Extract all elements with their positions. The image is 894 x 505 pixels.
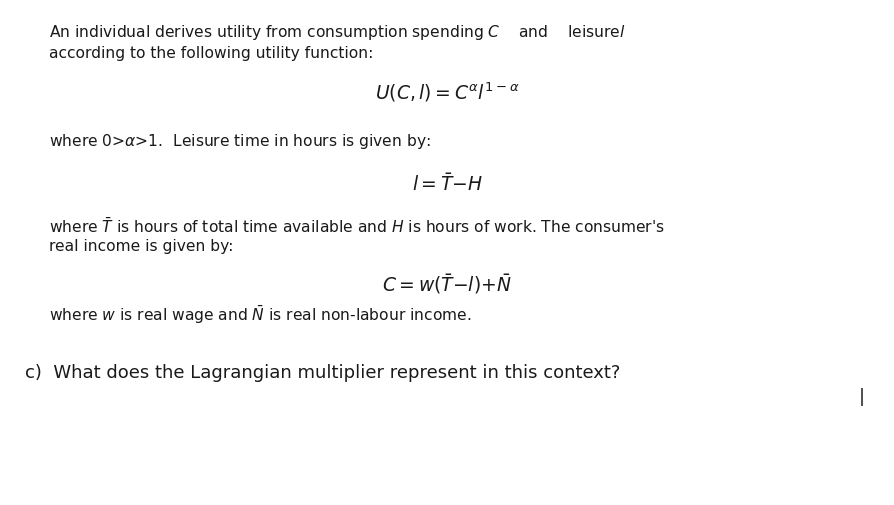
Text: $C{=}w(\bar{T}{-}l){+}\bar{N}$: $C{=}w(\bar{T}{-}l){+}\bar{N}$ [382, 272, 512, 295]
Text: c)  What does the Lagrangian multiplier represent in this context?: c) What does the Lagrangian multiplier r… [25, 364, 620, 382]
Text: where $\bar{T}$ is hours of total time available and $H$ is hours of work. The c: where $\bar{T}$ is hours of total time a… [49, 216, 665, 235]
Text: according to the following utility function:: according to the following utility funct… [49, 45, 374, 61]
Text: |: | [859, 387, 864, 406]
Text: An individual derives utility from consumption spending $C$    and    leisure$l$: An individual derives utility from consu… [49, 23, 626, 42]
Text: real income is given by:: real income is given by: [49, 239, 233, 254]
Text: where 0>$\alpha$>1.  Leisure time in hours is given by:: where 0>$\alpha$>1. Leisure time in hour… [49, 131, 431, 150]
Text: $l{=}\bar{T}{-}H$: $l{=}\bar{T}{-}H$ [411, 173, 483, 194]
Text: where $w$ is real wage and $\bar{N}$ is real non-labour income.: where $w$ is real wage and $\bar{N}$ is … [49, 303, 472, 325]
Text: $U(C,l){=}C^{\alpha}l^{1-\alpha}$: $U(C,l){=}C^{\alpha}l^{1-\alpha}$ [375, 81, 519, 104]
